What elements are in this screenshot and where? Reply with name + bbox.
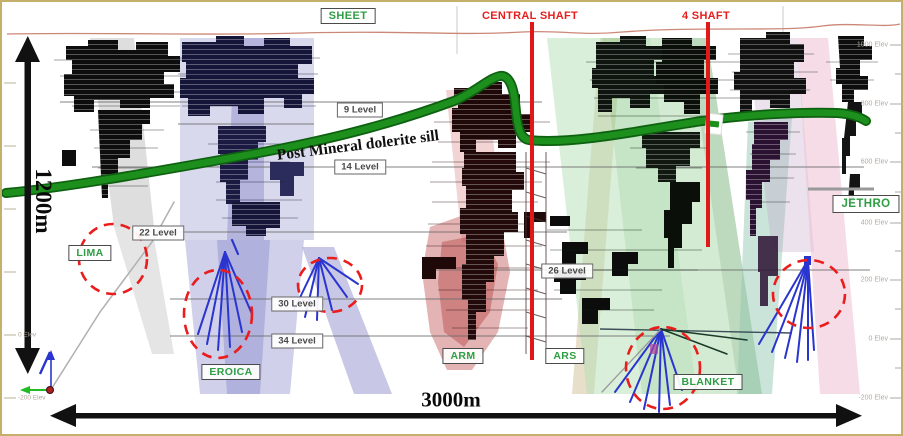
elevation-right-1: 800 Elev [860,100,888,108]
elevation-right-6: -200 Elev [858,394,888,402]
elevation-right-2: 600 Elev [860,158,888,166]
mine-label-jethro: JETHRO [832,195,900,213]
horizontal-scale-arrow [50,404,862,427]
sheet-label: SHEET [320,8,376,24]
level-label-34: 34 Level [271,333,323,349]
central-shaft-label: CENTRAL SHAFT [482,10,578,22]
level-label-9: 9 Level [336,102,384,118]
elevation-ticks-right [890,44,901,399]
elevation-right-0: 1000 Elev [856,41,888,49]
mine-label-eroica: EROICA [201,364,261,380]
axis-triad [20,350,55,394]
four-shaft-label: 4 SHAFT [682,10,730,22]
elevation-left-0: 0 Elev [18,331,37,339]
elevation-right-5: 0 Elev [868,335,888,343]
scale-horizontal-label: 3000m [421,387,481,412]
mine-label-ars: ARS [545,348,585,364]
stopes-jethro [728,32,878,306]
elevation-right-4: 200 Elev [860,276,888,284]
level-label-22: 22 Level [132,225,184,241]
shaft-steelwork [525,152,547,354]
stopes-central [422,82,554,354]
scale-vertical-label: 1200m [31,168,56,234]
shaft-lines [530,22,710,360]
stopes-eroica [174,36,320,236]
stopes-lima [54,40,192,198]
elevation-left-1: -200 Elev [18,394,46,402]
level-label-30: 30 Level [271,296,323,312]
elevation-right-3: 400 Elev [860,219,888,227]
elevation-ticks-left [4,82,16,399]
level-label-14: 14 Level [334,159,386,175]
mine-label-blanket: BLANKET [673,374,743,390]
level-label-26: 26 Level [541,263,593,279]
mine-label-arm: ARM [442,348,484,364]
highlight-circles [77,222,847,411]
mine-label-lima: LIMA [68,245,112,261]
vertical-scale-arrow [15,36,40,374]
